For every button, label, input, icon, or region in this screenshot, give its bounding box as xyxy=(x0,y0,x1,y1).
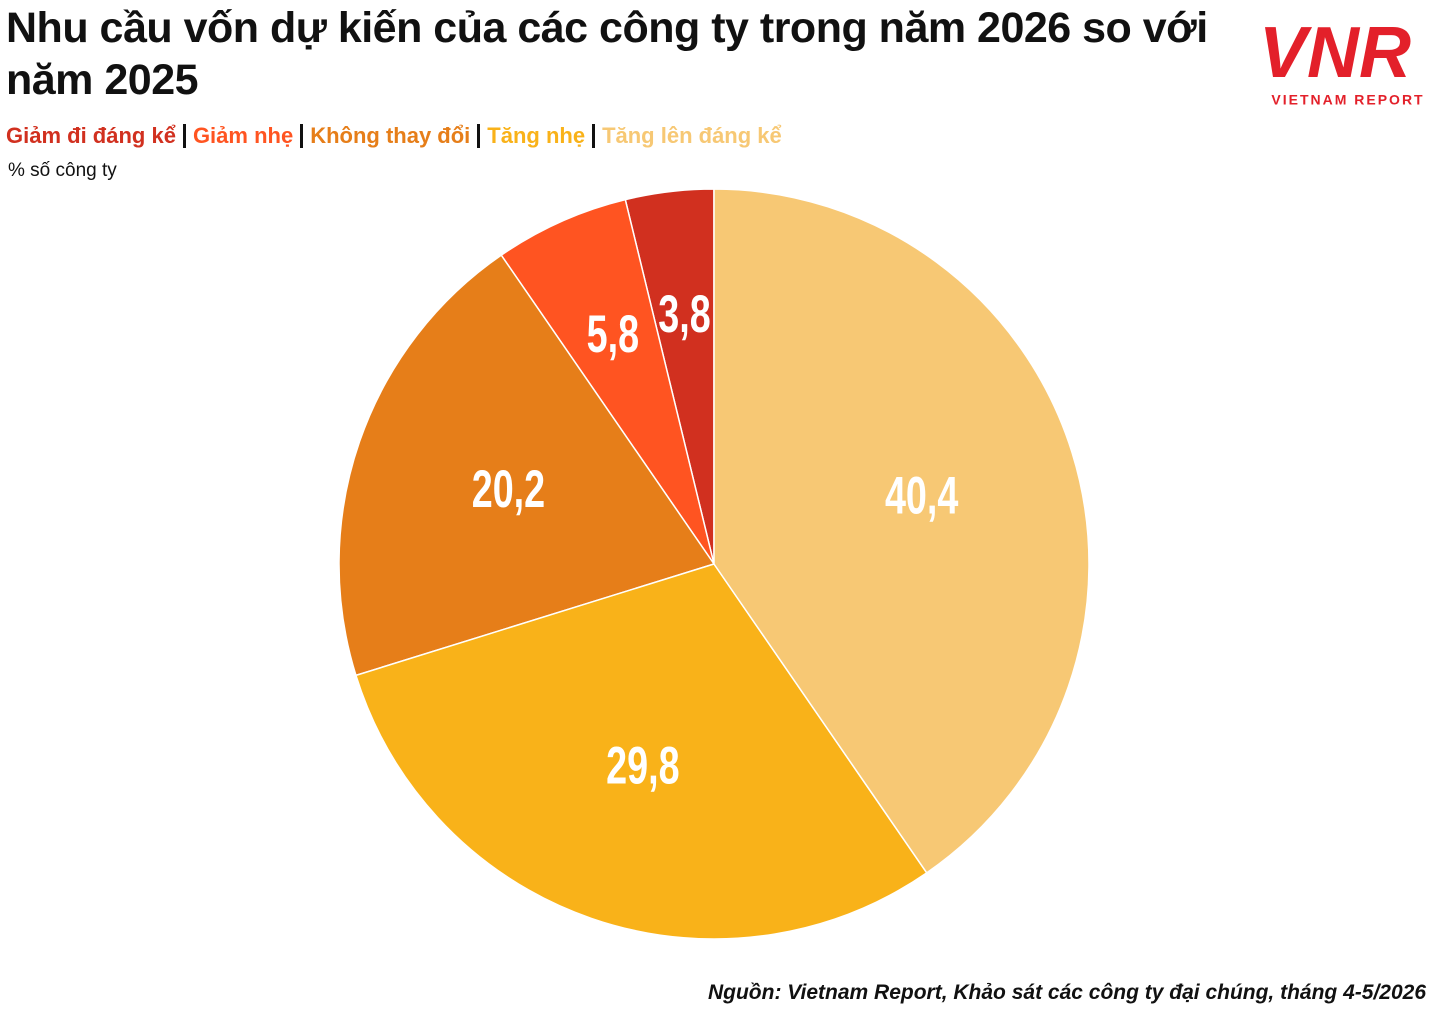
legend-separator xyxy=(182,124,186,148)
data-label: 3,8 xyxy=(658,284,710,344)
legend-separator xyxy=(477,124,481,148)
legend-entry: Tăng lên đáng kể xyxy=(602,123,782,148)
pie-slice xyxy=(500,198,715,565)
chart-title: Nhu cầu vốn dự kiến của các công ty tron… xyxy=(6,4,1208,104)
data-label: 40,4 xyxy=(885,465,959,525)
pie-slice xyxy=(338,254,716,677)
data-label: 5,8 xyxy=(587,304,639,364)
pie-slice xyxy=(354,563,928,940)
source: Nguồn: Vietnam Report, Khảo sát các công… xyxy=(707,981,1426,1004)
legend-entry: Giảm nhẹ xyxy=(192,123,294,148)
unit-label: % số công ty xyxy=(8,160,117,181)
logo-text: VIETNAM REPORT xyxy=(1271,92,1424,108)
logo: VNR VIETNAM REPORT xyxy=(1259,13,1424,108)
pie-slice xyxy=(713,188,1090,874)
logo-mark: VNR xyxy=(1259,13,1411,93)
legend-entry: Giảm đi đáng kể xyxy=(6,123,176,148)
legend-entry: Tăng nhẹ xyxy=(487,123,586,148)
legend-separator xyxy=(300,124,304,148)
legend-entry: Không thay đổi xyxy=(310,123,471,148)
data-label: 20,2 xyxy=(472,459,545,519)
legend-separator xyxy=(592,124,596,148)
data-label: 29,8 xyxy=(606,735,679,795)
legend: Giảm đi đáng kể Giảm nhẹ Không thay đổi Tăn… xyxy=(6,123,782,149)
